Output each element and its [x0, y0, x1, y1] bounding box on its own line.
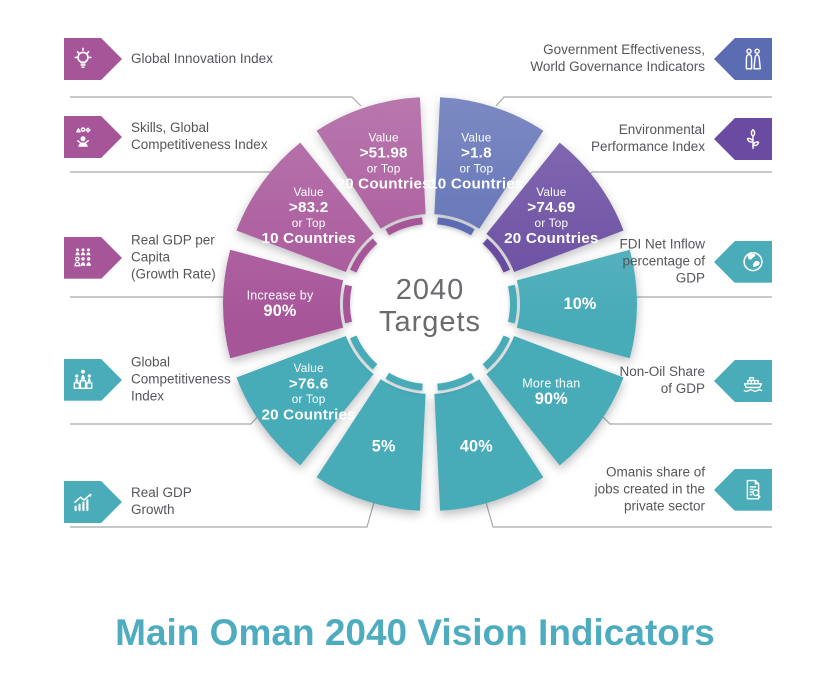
plant-icon [714, 118, 772, 160]
indicator-gdp-per-capita: Real GDP per Capita (Growth Rate) [64, 233, 216, 284]
indicator-skills: Skills, Global Competitiveness Index [64, 116, 268, 158]
indicator-government: Government Effectiveness, World Governan… [530, 38, 772, 80]
inner-ring-arc-3 [482, 335, 510, 370]
indicator-jobs: Omanis share of jobs created in the priv… [595, 465, 772, 516]
indicator-label: Non-Oil Share of GDP [619, 364, 705, 396]
segment-target-label-3: More than 90% [522, 377, 580, 408]
indicator-label: Global Innovation Index [131, 50, 273, 66]
growth-chart-icon [64, 481, 122, 523]
center-title-year: 2040 [396, 274, 465, 306]
ship-icon [714, 360, 772, 402]
document-search-icon [714, 469, 772, 511]
indicator-environment: Environmental Performance Index [591, 118, 772, 160]
indicator-label: Real GDP Growth [131, 485, 192, 517]
skills-person-icon [64, 116, 122, 158]
inner-ring-arc-9 [385, 217, 423, 236]
indicator-label: Omanis share of jobs created in the priv… [594, 464, 705, 514]
indicator-label: Real GDP per Capita (Growth Rate) [131, 232, 216, 282]
connector-government [495, 96, 772, 107]
inner-thin-ring [343, 217, 517, 391]
indicator-label: Government Effectiveness, World Governan… [530, 42, 705, 74]
connector-non-oil [600, 414, 772, 425]
segment-target-label-8: Value >83.2 or Top 10 Countries [261, 185, 355, 247]
indicator-gdp-growth: Real GDP Growth [64, 481, 192, 523]
segment-target-label-0: Value >1.8 or Top 10 Countries [429, 130, 523, 192]
segment-target-label-2: 10% [564, 295, 597, 313]
segment-labels: Value >1.8 or Top 10 Countries Value >74.69 or… [247, 130, 599, 455]
inner-ring-arc-7 [343, 284, 353, 324]
inner-ring-arc-0 [437, 217, 475, 236]
inner-ring-arc-6 [350, 335, 378, 370]
indicator-label: Skills, Global Competitiveness Index [131, 120, 268, 152]
center-title-word: Targets [379, 306, 481, 338]
segment-target-label-6: Value >76.6 or Top 20 Countries [261, 361, 355, 423]
podium-people-icon [64, 359, 122, 401]
indicator-non-oil: Non-Oil Share of GDP [619, 360, 772, 402]
inner-ring-arc-8 [350, 238, 378, 273]
donut-highlight [222, 96, 637, 512]
indicator-fdi: FDI Net Inflow percentage of GDP [619, 237, 772, 288]
connector-global-competitiveness [70, 414, 260, 425]
connector-global-innovation [70, 96, 362, 107]
indicator-global-innovation: Global Innovation Index [64, 38, 273, 80]
donut-chart: Value >1.8 or Top 10 Countries Value >74.69 or… [222, 96, 638, 512]
lightbulb-icon [64, 38, 122, 80]
page-title: Main Oman 2040 Vision Indicators [115, 612, 715, 653]
segment-target-label-1: Value >74.69 or Top 20 Countries [504, 185, 598, 247]
inner-ring-arc-4 [437, 372, 475, 391]
segment-target-label-5: 5% [372, 437, 396, 455]
segment-target-label-7: Increase by 90% [247, 288, 314, 319]
segment-target-label-4: 40% [460, 437, 493, 455]
indicator-label: Environmental Performance Index [590, 122, 705, 154]
indicator-label: FDI Net Inflow percentage of GDP [619, 236, 705, 286]
indicator-global-competitiveness: Global Competitiveness Index [64, 355, 231, 406]
segment-target-label-9: Value >51.98 or Top 20 Countries [336, 130, 430, 192]
inner-ring-arc-5 [385, 372, 423, 391]
citizens-icon [714, 38, 772, 80]
inner-ring-arc-1 [482, 238, 510, 273]
people-group-icon [64, 237, 122, 279]
globe-icon [714, 241, 772, 283]
indicator-label: Global Competitiveness Index [131, 354, 231, 404]
inner-ring-arc-2 [507, 284, 517, 324]
